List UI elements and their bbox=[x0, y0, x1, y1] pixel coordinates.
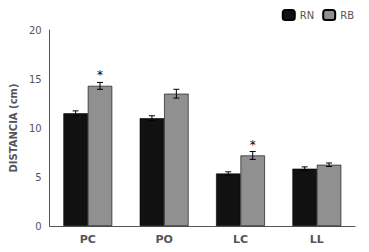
svg-text:15: 15 bbox=[29, 74, 42, 85]
svg-text:0: 0 bbox=[35, 221, 41, 232]
svg-text:20: 20 bbox=[29, 25, 42, 36]
svg-text:*: * bbox=[250, 138, 256, 152]
svg-text:PO: PO bbox=[155, 233, 172, 246]
svg-text:5: 5 bbox=[35, 172, 41, 183]
svg-text:DISTANCIA (cm): DISTANCIA (cm) bbox=[8, 83, 19, 172]
svg-text:*: * bbox=[97, 68, 103, 82]
svg-text:LC: LC bbox=[233, 233, 248, 246]
svg-text:LL: LL bbox=[310, 233, 324, 246]
svg-text:10: 10 bbox=[29, 123, 42, 134]
svg-text:PC: PC bbox=[80, 233, 96, 246]
svg-text:RB: RB bbox=[340, 10, 354, 21]
svg-text:RN: RN bbox=[300, 10, 314, 21]
